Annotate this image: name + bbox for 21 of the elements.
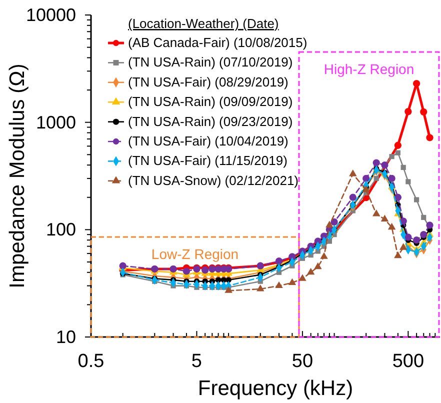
y-tick-label: 1000 <box>36 112 76 132</box>
legend-label: (TN USA-Rain) (09/09/2019) <box>128 94 293 110</box>
legend-label: (TN USA-Snow) (02/12/2021) <box>128 172 299 188</box>
y-tick-label: 100 <box>46 220 76 240</box>
annotation: High-Z Region <box>324 61 414 77</box>
legend-title: (Location-Weather) (Date) <box>128 16 279 31</box>
x-tick-label: 500 <box>392 351 424 372</box>
legend-label: (TN USA-Rain) (09/23/2019) <box>128 114 293 129</box>
legend-label: (TN USA-Fair) (11/15/2019) <box>128 153 288 168</box>
legend-label: (TN USA-Fair) (08/29/2019) <box>128 74 288 90</box>
legend-label: (AB Canada-Fair) (10/08/2015) <box>128 35 308 50</box>
x-tick-label: 0.5 <box>78 351 104 372</box>
legend-label: (TN USA-Fair) (10/04/2019) <box>128 134 288 148</box>
y-axis-title: Impedance Modulus (Ω) <box>6 64 29 288</box>
x-tick-label: 5 <box>191 351 202 372</box>
annotation: Low-Z Region <box>151 246 239 262</box>
x-axis-title: Frequency (kHz) <box>198 377 354 400</box>
x-tick-label: 50 <box>292 351 314 372</box>
legend-label: (TN USA-Rain) (07/10/2019) <box>128 54 293 70</box>
y-tick-label: 10000 <box>26 5 76 25</box>
y-tick-label: 10 <box>56 327 76 347</box>
